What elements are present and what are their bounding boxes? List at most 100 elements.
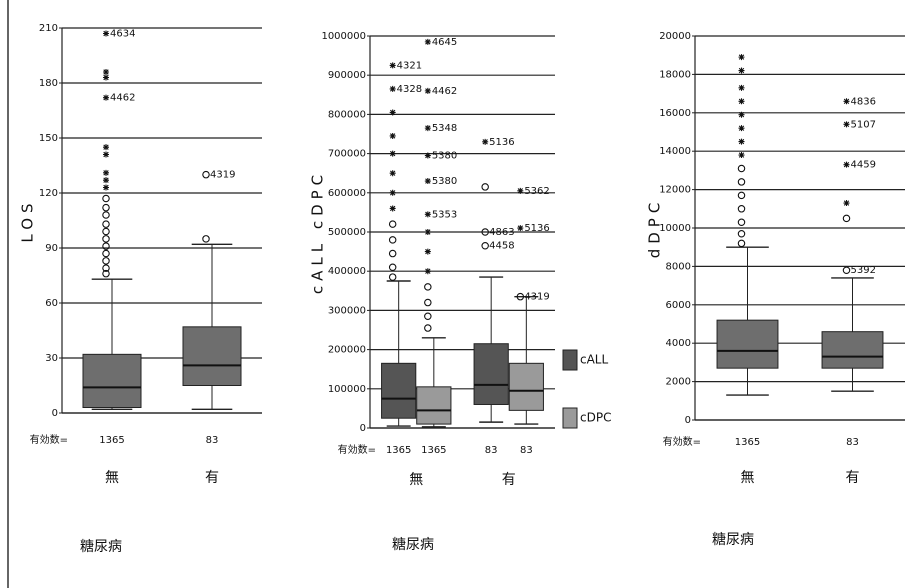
count-prefix: 有効数= — [663, 435, 701, 448]
extreme-marker — [738, 152, 745, 159]
outlier-marker — [102, 220, 110, 228]
count-prefix: 有効数= — [30, 433, 68, 446]
y-tick-label: 400000 — [328, 266, 366, 277]
outlier-marker — [102, 235, 110, 243]
outlier-marker — [388, 249, 397, 258]
extreme-marker — [738, 125, 745, 132]
extreme-marker — [389, 85, 396, 92]
legend-swatch — [562, 407, 578, 429]
extreme-marker — [843, 121, 850, 128]
outlier-marker — [388, 220, 397, 228]
y-tick-label: 14000 — [659, 146, 691, 157]
box — [416, 386, 452, 425]
y-tick-label: 180 — [39, 78, 58, 89]
y-tick-label: 0 — [685, 415, 691, 426]
extreme-marker — [424, 248, 431, 255]
outlier-label: 5380 — [432, 151, 457, 162]
outlier-marker — [202, 235, 210, 243]
outlier-marker — [737, 205, 746, 213]
y-axis-label: cALL cDPC — [309, 170, 327, 294]
box — [508, 362, 544, 411]
extreme-marker — [389, 109, 396, 116]
category-label: 有 — [205, 470, 219, 486]
y-tick-label: 6000 — [666, 300, 691, 311]
y-tick-label: 200000 — [328, 345, 366, 356]
box — [182, 326, 242, 387]
outlier-label: 5353 — [432, 209, 457, 220]
outlier-marker — [102, 194, 110, 203]
outlier-label: 5362 — [524, 186, 549, 197]
extreme-marker — [843, 161, 850, 168]
y-tick-label: 18000 — [659, 69, 691, 80]
outlier-marker — [737, 164, 746, 173]
extreme-marker — [738, 111, 745, 118]
extreme-marker — [424, 152, 431, 159]
outlier-marker — [516, 292, 525, 301]
extreme-marker — [103, 184, 109, 191]
y-tick-label: 100000 — [328, 384, 366, 395]
outlier-marker — [102, 203, 110, 212]
count-label: 83 — [485, 445, 498, 456]
extreme-marker — [424, 178, 431, 185]
outlier-marker — [388, 273, 397, 281]
outlier-label: 4328 — [397, 84, 422, 95]
box — [716, 319, 779, 369]
outlier-marker — [481, 183, 489, 191]
x-axis-label: 糖尿病 — [392, 537, 434, 553]
y-tick-label: 0 — [52, 408, 58, 419]
outlier-marker — [102, 257, 110, 265]
outlier-marker — [388, 263, 397, 272]
count-label: 1365 — [99, 435, 124, 446]
outlier-label: 5392 — [851, 265, 876, 276]
extreme-marker — [103, 69, 109, 75]
y-tick-label: 12000 — [659, 185, 691, 196]
outlier-label: 4319 — [210, 170, 235, 181]
extreme-marker — [389, 205, 396, 212]
count-label: 83 — [206, 435, 219, 446]
extreme-marker — [424, 125, 431, 132]
outlier-marker — [737, 191, 746, 200]
y-tick-label: 60 — [45, 298, 58, 309]
outlier-marker — [737, 239, 746, 248]
extreme-marker — [389, 170, 396, 177]
outlier-marker — [388, 236, 397, 244]
y-tick-label: 30 — [45, 353, 58, 364]
outlier-label: 4459 — [851, 160, 876, 171]
extreme-marker — [738, 84, 745, 91]
y-tick-label: 8000 — [666, 261, 691, 272]
outlier-marker — [102, 211, 110, 219]
outlier-label: 4458 — [489, 241, 514, 252]
count-prefix: 有効数= — [338, 443, 376, 456]
outlier-label: 4321 — [397, 60, 422, 71]
category-label: 無 — [409, 472, 423, 488]
y-tick-label: 150 — [39, 133, 58, 144]
x-axis-label: 糖尿病 — [712, 532, 754, 548]
box — [82, 353, 142, 409]
outlier-marker — [102, 242, 110, 250]
outlier-label: 4319 — [524, 292, 549, 303]
extreme-marker — [103, 94, 109, 101]
outlier-label: 5107 — [851, 119, 876, 130]
extreme-marker — [389, 62, 396, 69]
count-label: 83 — [846, 437, 859, 448]
y-axis-label: LOS — [19, 198, 37, 242]
y-tick-label: 90 — [45, 243, 58, 254]
y-tick-label: 300000 — [328, 305, 366, 316]
y-tick-label: 120 — [39, 188, 58, 199]
outlier-marker — [842, 214, 851, 223]
outlier-marker — [737, 218, 746, 226]
outlier-marker — [424, 298, 432, 307]
outlier-marker — [737, 178, 746, 186]
extreme-marker — [843, 98, 850, 105]
count-label: 1365 — [386, 445, 411, 456]
outlier-marker — [842, 266, 851, 274]
extreme-marker — [389, 132, 396, 139]
outlier-label: 5348 — [432, 123, 457, 134]
count-label: 1365 — [421, 445, 446, 456]
y-tick-label: 700000 — [328, 149, 366, 160]
extreme-marker — [103, 74, 109, 81]
outlier-marker — [481, 228, 489, 236]
outlier-label: 4462 — [432, 86, 457, 97]
legend-label: cDPC — [580, 411, 611, 425]
